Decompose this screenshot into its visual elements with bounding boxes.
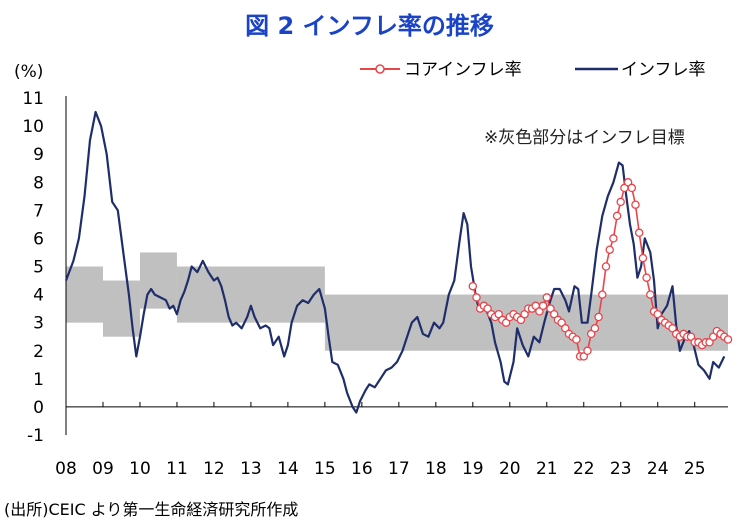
series-core-point [542, 293, 552, 302]
y-tick-label: 1 [33, 370, 44, 390]
y-unit-label: (%) [14, 62, 44, 82]
legend: コアインフレ率 インフレ率 [360, 60, 706, 80]
series-layer [64, 110, 733, 414]
x-tick-label: 10 [129, 459, 151, 479]
y-tick-label: 11 [22, 89, 44, 109]
y-tick-label: 9 [33, 145, 44, 165]
x-tick-label: 15 [314, 459, 336, 479]
y-tick-label: 0 [33, 398, 44, 418]
y-tick-label: 6 [33, 229, 44, 249]
x-tick-label: 21 [536, 459, 558, 479]
series-core-point [549, 309, 559, 319]
chart-title: 図 2 インフレ率の推移 [245, 12, 494, 40]
x-tick-label: 18 [425, 459, 447, 479]
x-tick-label: 16 [351, 459, 373, 479]
series-core-point [601, 262, 611, 271]
source-note: (出所)CEIC より第一生命経済研究所作成 [4, 500, 299, 519]
y-tick-label: 10 [22, 117, 44, 137]
x-tick-label: 14 [277, 459, 299, 479]
x-tick-label: 11 [166, 459, 188, 479]
target-band-note: ※灰色部分はインフレ目標 [484, 128, 685, 148]
series-core-point [538, 301, 548, 311]
series-core-point [642, 273, 651, 282]
y-tick-label: 8 [33, 173, 44, 193]
y-tick-label: 4 [33, 286, 44, 306]
series-core-point [631, 200, 640, 209]
x-tick-label: 17 [388, 459, 410, 479]
series-core-point [468, 281, 478, 291]
x-tick-label: 12 [203, 459, 225, 479]
x-tick-label: 20 [499, 459, 521, 479]
y-tick-label: 5 [33, 258, 44, 278]
series-core-point [723, 335, 733, 344]
y-tick-label: 2 [33, 342, 44, 362]
series-core-point [494, 309, 503, 319]
series-core-point [605, 245, 614, 254]
series-headline-line [64, 110, 726, 414]
series-core-point [583, 346, 592, 356]
legend-headline-label: インフレ率 [621, 60, 706, 80]
series-core-point [609, 234, 618, 243]
series-core-point [501, 318, 511, 327]
x-tick-label: 23 [610, 459, 632, 479]
series-core-point [598, 290, 607, 299]
x-tick-label: 24 [647, 459, 669, 479]
series-core-point [594, 312, 603, 322]
y-tick-label: 7 [33, 201, 44, 221]
y-tick-label: 3 [33, 314, 44, 334]
x-tick-label: 19 [462, 459, 484, 479]
series-core-point [612, 211, 622, 221]
series-core-point [472, 293, 481, 302]
x-tick-label: 09 [92, 459, 114, 479]
series-core-point [590, 324, 600, 333]
legend-core-marker [375, 64, 385, 74]
series-core-point [627, 183, 637, 193]
series-core-point [634, 228, 644, 238]
series-core-point [653, 309, 662, 319]
x-tick-label: 08 [55, 459, 77, 479]
x-tick-label: 22 [573, 459, 595, 479]
y-tick-label: -1 [27, 426, 44, 446]
x-tick-label: 13 [240, 459, 262, 479]
x-tick-label: 25 [684, 459, 706, 479]
series-core-point [616, 197, 625, 207]
target-band-layer [66, 252, 728, 351]
target-band-segment-0 [66, 266, 103, 323]
series-core-point [638, 253, 648, 263]
series-core-point [516, 315, 526, 325]
series-core-point [572, 335, 581, 344]
target-band-segment-1 [102, 280, 140, 337]
series-core-point [646, 290, 655, 299]
target-band-segment-3 [176, 266, 325, 323]
legend-core-label: コアインフレ率 [404, 60, 522, 80]
